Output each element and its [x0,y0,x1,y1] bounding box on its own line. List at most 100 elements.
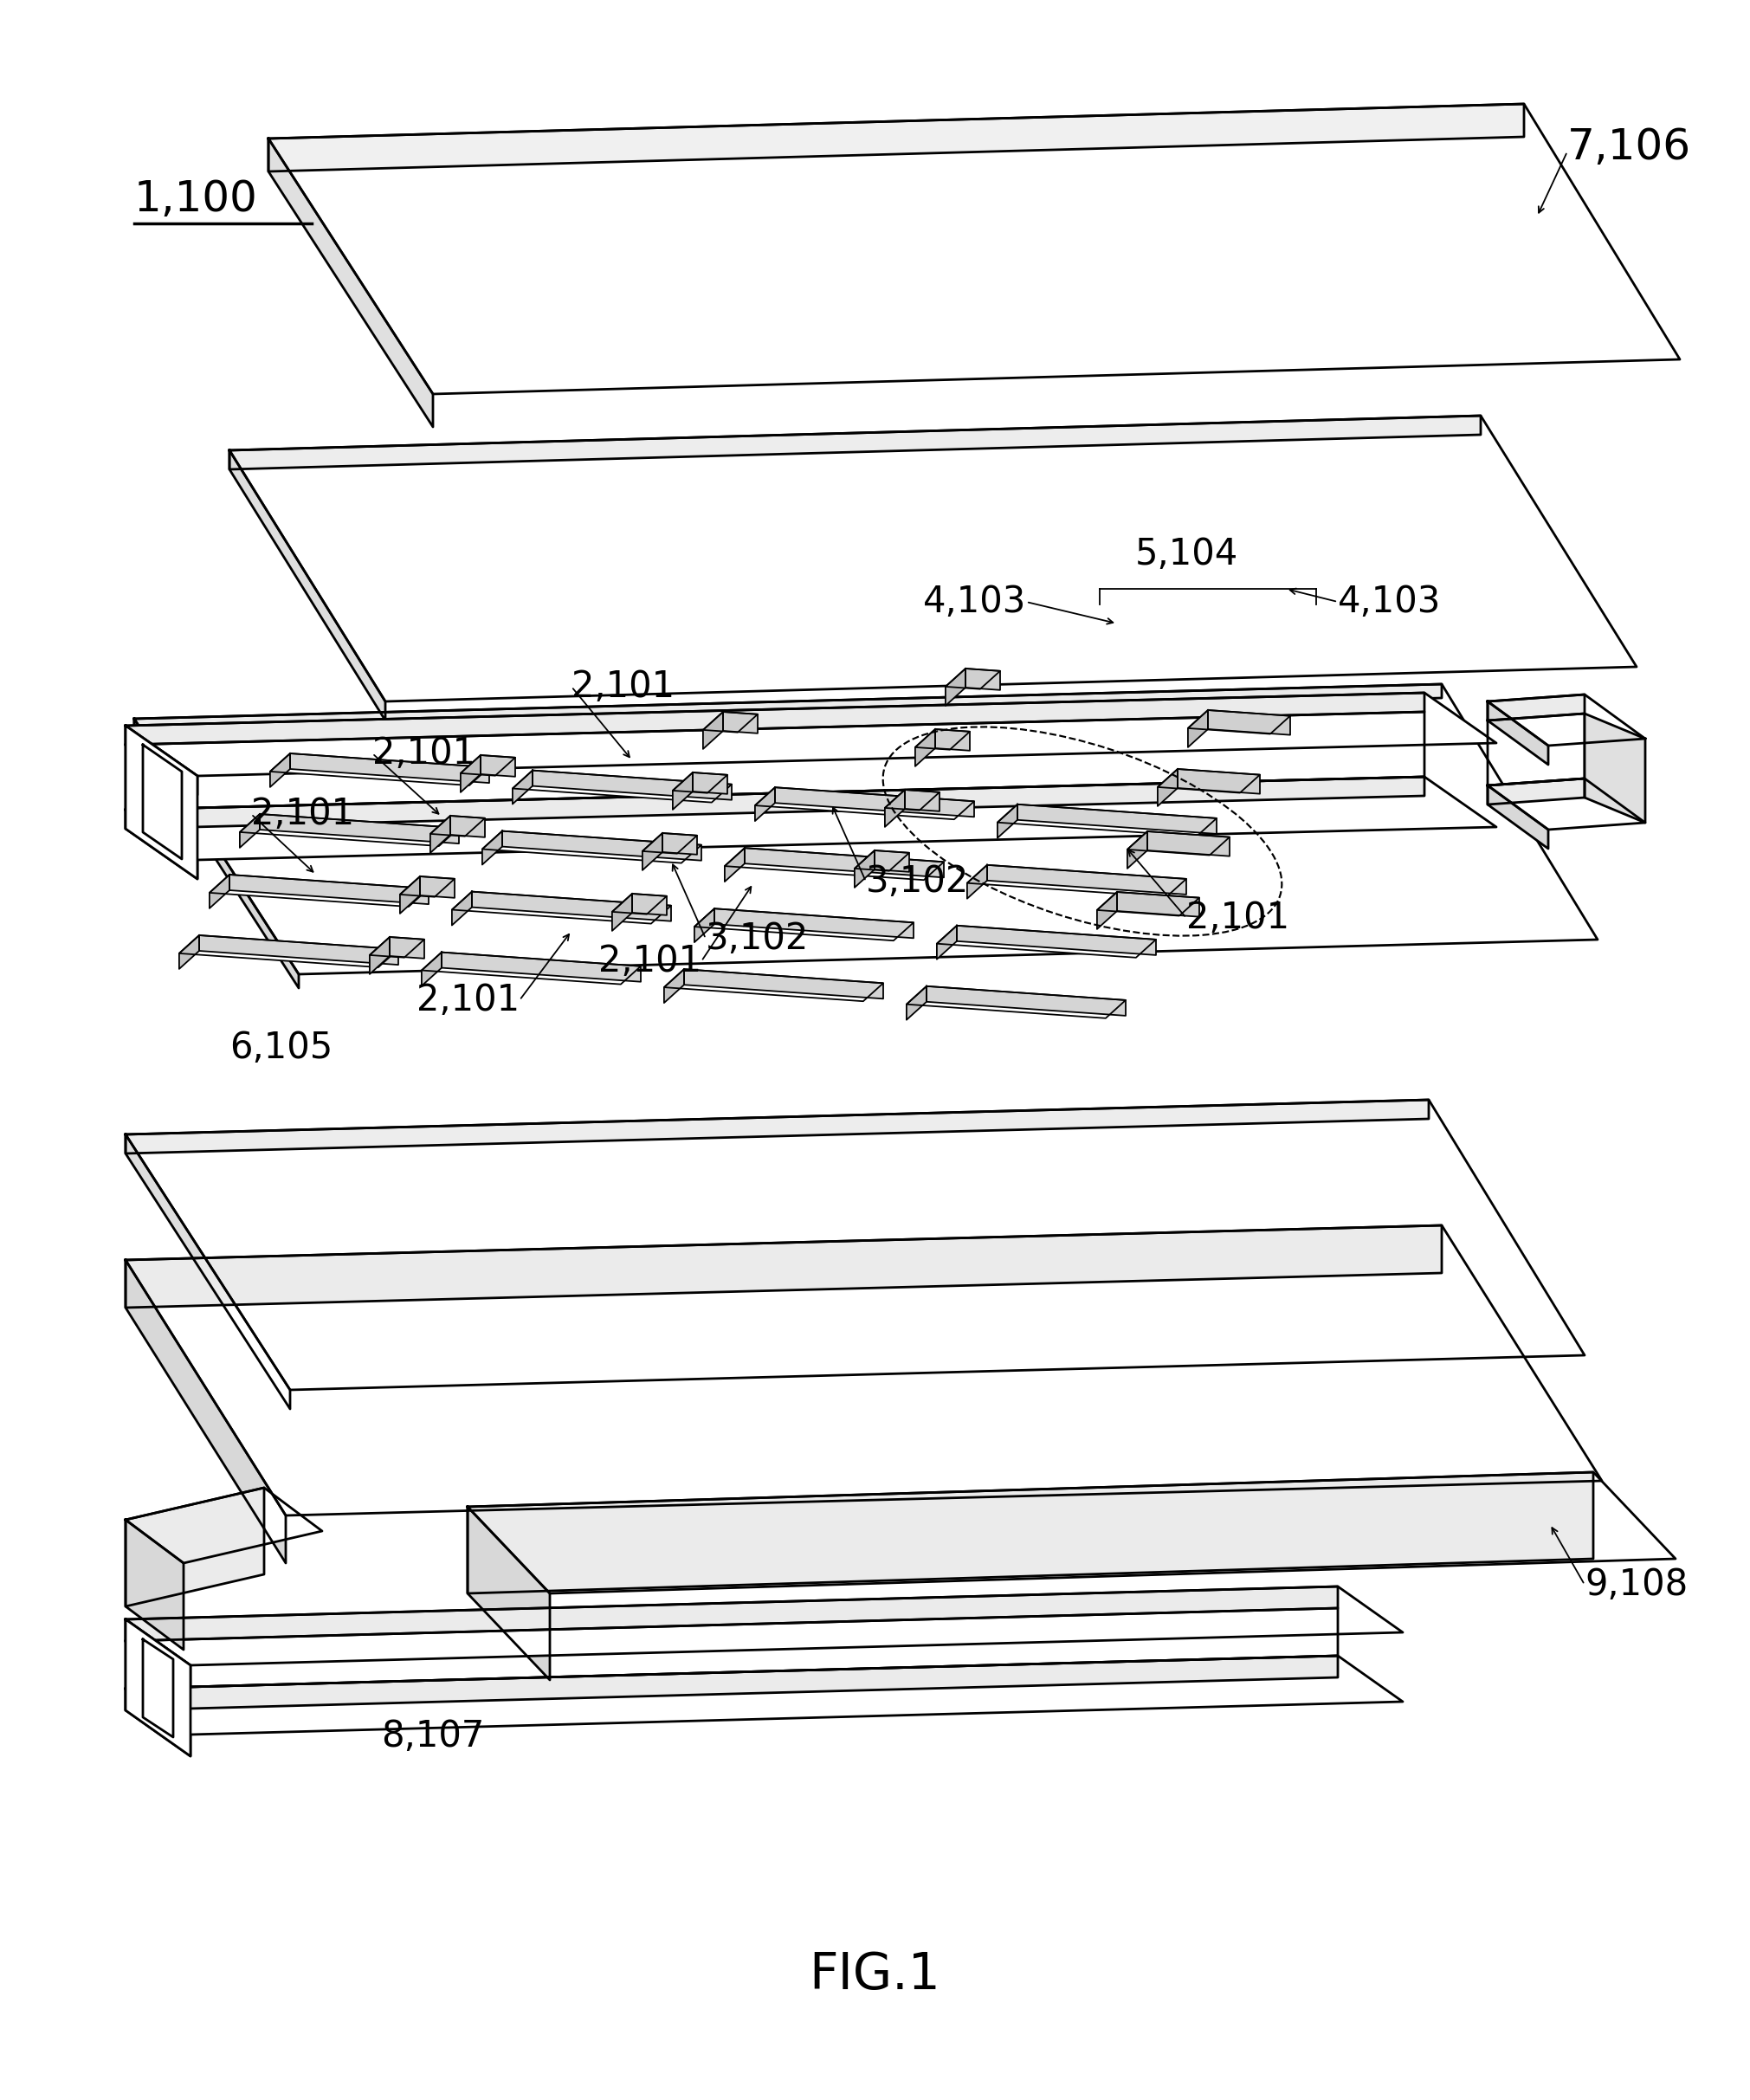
Polygon shape [693,773,728,794]
Polygon shape [1127,832,1148,869]
Polygon shape [663,970,884,1002]
Polygon shape [144,1640,173,1737]
Polygon shape [126,1260,285,1562]
Polygon shape [126,777,1496,859]
Text: 2,101: 2,101 [1186,899,1290,937]
Polygon shape [452,892,473,926]
Polygon shape [441,951,640,983]
Polygon shape [663,970,684,1004]
Polygon shape [997,804,1216,836]
Polygon shape [935,729,970,750]
Polygon shape [704,712,758,733]
Polygon shape [1584,714,1645,823]
Polygon shape [905,790,940,811]
Polygon shape [126,1487,264,1606]
Polygon shape [886,790,940,811]
Polygon shape [854,851,910,872]
Polygon shape [126,1226,1442,1308]
Polygon shape [968,865,987,899]
Polygon shape [672,773,728,794]
Polygon shape [229,874,429,905]
Text: 1,100: 1,100 [135,179,257,220]
Polygon shape [915,729,970,750]
Polygon shape [200,934,399,964]
Polygon shape [1017,804,1216,834]
Polygon shape [126,727,198,796]
Polygon shape [886,790,905,827]
Text: 8,107: 8,107 [382,1718,485,1754]
Polygon shape [612,895,667,914]
Polygon shape [460,756,514,775]
Polygon shape [481,756,514,777]
Polygon shape [126,1134,290,1409]
Polygon shape [714,909,914,939]
Polygon shape [966,668,999,691]
Polygon shape [369,937,390,974]
Polygon shape [126,811,198,880]
Polygon shape [430,815,485,836]
Polygon shape [642,834,697,853]
Polygon shape [126,1100,1428,1153]
Polygon shape [957,926,1157,956]
Polygon shape [1488,779,1584,804]
Polygon shape [270,754,290,788]
Polygon shape [126,693,1424,745]
Polygon shape [126,1609,1337,1688]
Text: 3,102: 3,102 [705,920,809,958]
Polygon shape [450,815,485,838]
Polygon shape [126,1226,1601,1516]
Polygon shape [483,832,502,865]
Polygon shape [467,1472,1593,1594]
Polygon shape [401,876,420,914]
Polygon shape [723,712,758,733]
Polygon shape [240,815,458,846]
Polygon shape [936,926,1157,958]
Polygon shape [1158,769,1260,794]
Polygon shape [775,788,975,817]
Polygon shape [663,834,697,855]
Polygon shape [1097,892,1199,916]
Polygon shape [724,848,746,882]
Text: 2,101: 2,101 [598,943,702,979]
Polygon shape [1488,779,1645,830]
Polygon shape [1488,714,1584,785]
Polygon shape [126,1619,191,1756]
Polygon shape [1188,710,1290,735]
Polygon shape [483,832,702,863]
Text: 5,104: 5,104 [1134,536,1237,573]
Polygon shape [754,788,775,821]
Polygon shape [1178,769,1260,794]
Polygon shape [126,712,1424,811]
Polygon shape [1127,832,1230,855]
Polygon shape [875,851,910,872]
Text: FIG.1: FIG.1 [808,1949,942,1999]
Polygon shape [945,668,999,689]
Text: 2,101: 2,101 [416,983,520,1018]
Polygon shape [126,1655,1337,1709]
Polygon shape [422,951,441,985]
Polygon shape [126,1655,1404,1735]
Polygon shape [126,1619,191,1686]
Polygon shape [532,771,732,800]
Polygon shape [126,1586,1404,1665]
Polygon shape [936,926,957,960]
Polygon shape [513,771,532,804]
Polygon shape [268,139,432,426]
Polygon shape [369,937,424,958]
Text: 9,108: 9,108 [1584,1567,1687,1602]
Polygon shape [126,1520,184,1651]
Polygon shape [987,865,1186,895]
Polygon shape [126,777,1424,830]
Polygon shape [926,987,1125,1016]
Polygon shape [642,834,663,869]
Polygon shape [695,909,714,943]
Polygon shape [290,754,490,783]
Polygon shape [1116,892,1199,918]
Polygon shape [467,1472,1675,1594]
Text: 3,102: 3,102 [866,863,970,899]
Polygon shape [135,685,1442,733]
Polygon shape [502,832,702,861]
Polygon shape [906,987,1125,1018]
Polygon shape [968,865,1186,897]
Polygon shape [452,892,670,924]
